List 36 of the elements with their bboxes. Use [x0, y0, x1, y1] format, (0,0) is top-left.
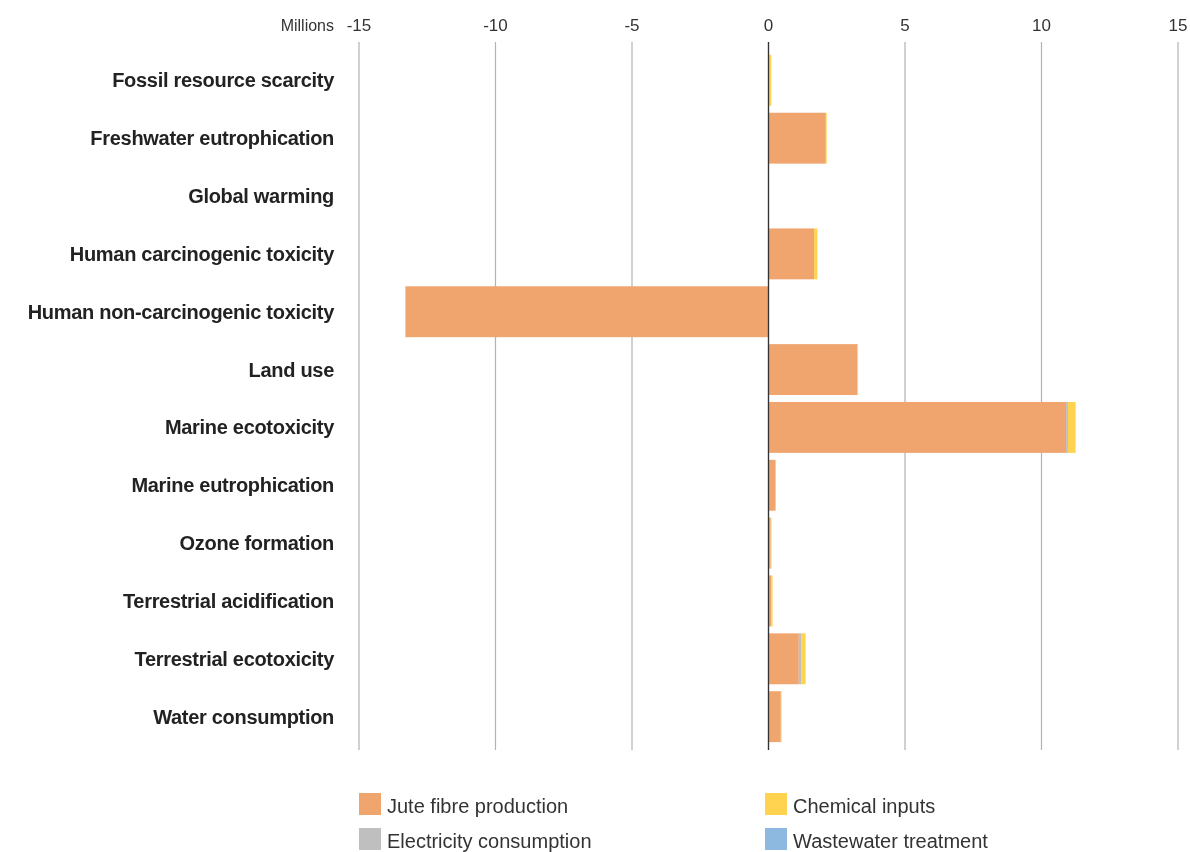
bar — [405, 286, 769, 338]
bar — [814, 228, 818, 280]
y-tick-label: Ozone formation — [179, 532, 334, 555]
bar — [768, 401, 1067, 453]
y-tick-label: Water consumption — [153, 705, 334, 728]
y-tick-label: Marine eutrophication — [131, 474, 334, 497]
y-tick-label: Land use — [248, 358, 335, 381]
bar — [798, 633, 802, 685]
x-tick-label: -5 — [624, 16, 640, 35]
x-tick-label: 5 — [900, 16, 910, 35]
legend-label: Electricity consumption — [387, 830, 592, 852]
x-tick-label: 15 — [1168, 16, 1188, 35]
bar — [768, 344, 858, 396]
x-tick-label: -10 — [483, 16, 508, 35]
x-tick-label: 0 — [763, 16, 774, 35]
y-tick-label: Human carcinogenic toxicity — [69, 242, 336, 265]
legend-label: Wastewater treatment — [793, 830, 989, 852]
y-tick-label: Terrestrial acidification — [122, 589, 334, 612]
y-tick-label: Marine ecotoxicity — [164, 416, 336, 439]
x-tick-label: 10 — [1032, 16, 1051, 35]
y-tick-label: Terrestrial ecotoxicity — [134, 647, 336, 670]
legend-label: Chemical inputs — [793, 795, 936, 817]
y-tick-label: Global warming — [188, 185, 334, 208]
bar — [801, 633, 806, 685]
bar — [768, 228, 815, 280]
bar — [768, 691, 781, 743]
bar — [1067, 401, 1076, 453]
y-tick-label: Freshwater eutrophication — [90, 127, 334, 150]
bar — [768, 459, 776, 511]
x-axis-title: Millions — [280, 17, 334, 34]
bar — [768, 633, 799, 685]
y-tick-label: Human non-carcinogenic toxicity — [27, 300, 336, 323]
bar — [768, 112, 826, 164]
legend-label: Jute fibre production — [387, 795, 569, 817]
x-tick-label: -15 — [346, 16, 372, 35]
y-tick-label: Fossil resource scarcity — [112, 69, 336, 92]
